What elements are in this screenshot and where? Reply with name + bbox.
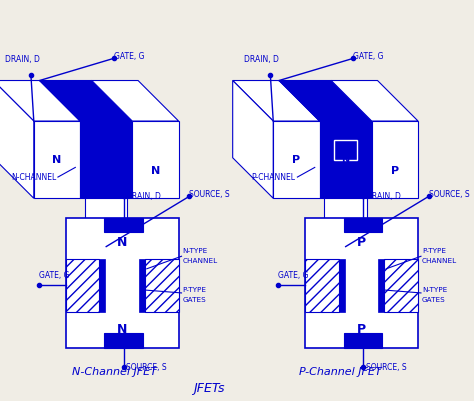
Polygon shape [40,81,132,121]
Polygon shape [139,259,145,312]
Polygon shape [132,121,179,198]
Text: SOURCE, S: SOURCE, S [428,190,469,199]
Text: N: N [52,155,62,165]
Text: P-CHANNEL: P-CHANNEL [251,172,295,182]
Text: JFETs: JFETs [193,382,225,395]
Polygon shape [378,259,384,312]
Text: P: P [391,166,399,176]
Text: P-TYPE: P-TYPE [182,287,207,293]
Polygon shape [100,259,105,312]
Polygon shape [344,218,383,232]
Text: SOURCE, S: SOURCE, S [366,363,407,372]
Text: P: P [356,323,365,336]
Polygon shape [319,121,372,198]
Text: SOURCE, S: SOURCE, S [127,363,167,372]
Text: GATES: GATES [182,297,206,303]
Text: N: N [117,236,127,249]
Text: GATE, G: GATE, G [278,271,309,280]
Text: SOURCE, S: SOURCE, S [189,190,230,199]
Text: P: P [103,155,110,165]
Polygon shape [331,81,418,121]
Text: P-Channel JFET: P-Channel JFET [299,367,382,377]
Text: GATE, G: GATE, G [114,52,145,61]
Text: N-TYPE: N-TYPE [182,248,208,254]
Text: N: N [151,166,160,176]
Polygon shape [344,334,383,348]
Polygon shape [66,218,179,348]
Text: N: N [342,145,349,155]
Text: DRAIN, D: DRAIN, D [127,192,161,201]
Text: N: N [117,323,127,336]
Polygon shape [104,218,143,232]
Text: N: N [342,155,350,165]
Text: GATE, G: GATE, G [38,271,69,280]
Polygon shape [233,81,319,121]
Text: CHANNEL: CHANNEL [422,258,457,264]
Text: N-Channel JFET: N-Channel JFET [73,367,157,377]
Polygon shape [384,259,418,312]
Text: P-TYPE: P-TYPE [422,248,446,254]
Polygon shape [305,218,418,348]
Text: GATES: GATES [422,297,446,303]
Polygon shape [85,198,128,247]
Polygon shape [372,121,418,198]
Polygon shape [145,259,179,312]
Text: GATE, G: GATE, G [354,52,384,61]
Text: P: P [356,236,365,249]
Polygon shape [324,198,367,247]
Text: N-CHANNEL: N-CHANNEL [11,172,56,182]
Text: DRAIN, D: DRAIN, D [244,55,279,64]
Text: CHANNEL: CHANNEL [182,258,218,264]
Polygon shape [104,334,143,348]
Polygon shape [66,259,100,312]
Polygon shape [80,121,132,198]
Polygon shape [339,259,345,312]
Polygon shape [233,81,273,198]
Polygon shape [92,81,179,121]
Text: DRAIN, D: DRAIN, D [5,55,40,64]
Polygon shape [305,259,339,312]
Polygon shape [334,140,357,160]
Polygon shape [0,81,80,121]
Polygon shape [273,121,319,198]
Text: P: P [292,155,301,165]
Polygon shape [279,81,372,121]
Polygon shape [0,81,34,198]
Polygon shape [34,121,80,198]
Text: N-TYPE: N-TYPE [422,287,447,293]
Text: DRAIN, D: DRAIN, D [366,192,401,201]
